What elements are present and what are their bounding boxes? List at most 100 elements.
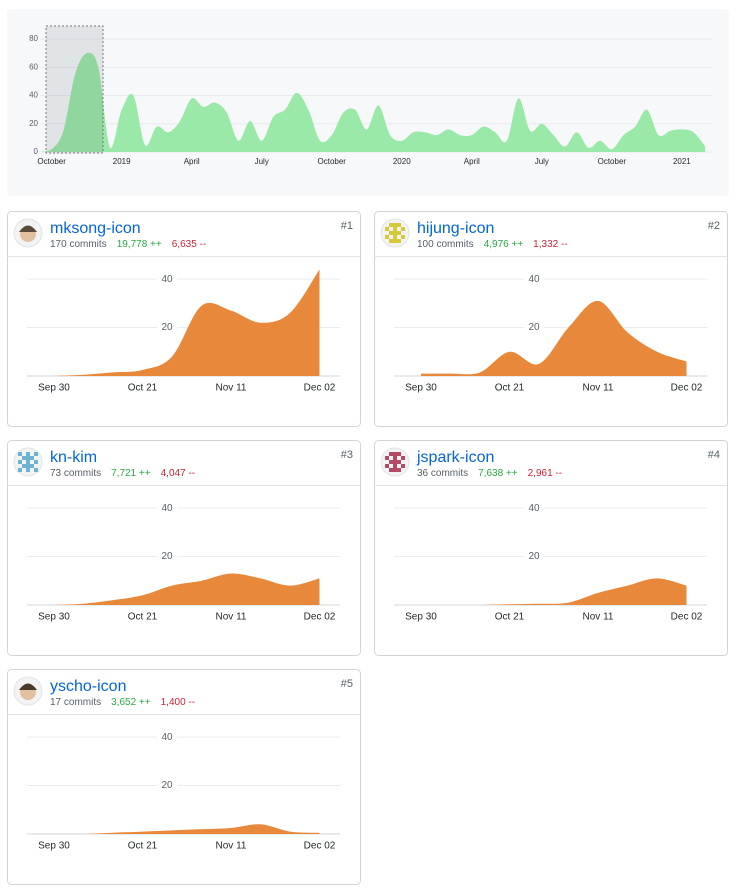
avatar-pixel — [397, 223, 401, 227]
deletions: 4,047 -- — [161, 468, 195, 479]
x-tick-label: July — [255, 157, 269, 166]
commits: 170 commits — [50, 239, 107, 250]
y-tick-label: 40 — [161, 503, 173, 514]
avatar-pixel — [401, 464, 405, 468]
x-tick-label: Sep 30 — [38, 383, 70, 394]
y-tick-label: 40 — [161, 274, 173, 285]
x-tick-label: Sep 30 — [405, 612, 437, 623]
y-tick-label: 40 — [528, 274, 540, 285]
additions: 19,778 ++ — [117, 239, 162, 250]
x-tick-label: October — [318, 157, 347, 166]
tick-label-bg — [157, 730, 177, 745]
y-tick-label: 40 — [161, 732, 173, 743]
avatar-pixel — [401, 235, 405, 239]
commits: 17 commits — [50, 697, 101, 708]
avatar-pixel — [393, 468, 397, 472]
x-tick-label: Oct 21 — [128, 383, 158, 394]
x-tick-label: October — [37, 157, 66, 166]
x-tick-label: 2020 — [393, 157, 411, 166]
avatar-pixel — [34, 452, 38, 456]
contributor-name[interactable]: hijung-icon — [417, 220, 494, 237]
tick-label-bg — [157, 778, 177, 793]
area — [54, 573, 320, 605]
tick-label-bg — [524, 272, 544, 287]
avatar-pixel — [393, 464, 397, 468]
avatar-pixel — [389, 460, 393, 464]
deletions: 6,635 -- — [172, 239, 206, 250]
contributor-meta: 73 commits 7,721 ++ 4,047 -- — [50, 468, 195, 479]
deletions: 2,961 -- — [528, 468, 562, 479]
rank: #5 — [341, 678, 353, 690]
avatar-pixel — [30, 456, 34, 460]
commits: 73 commits — [50, 468, 101, 479]
x-tick-label: Nov 11 — [216, 383, 247, 394]
y-tick-label: 80 — [29, 34, 38, 43]
x-tick-label: Oct 21 — [495, 612, 525, 623]
avatar-pixel — [22, 464, 26, 468]
contributor-card: kn-kim 73 commits 7,721 ++ 4,047 -- #3 20 40 Se… — [7, 440, 361, 656]
commits: 36 commits — [417, 468, 468, 479]
x-tick-label: Dec 02 — [304, 841, 336, 852]
avatar-pixel — [26, 456, 30, 460]
rank: #2 — [708, 220, 720, 232]
contributor-name[interactable]: kn-kim — [50, 449, 97, 466]
overview: 0 20 40 60 80 October 2019 April July October 2020… — [7, 9, 729, 196]
tick-label-bg — [157, 501, 177, 516]
contributor-card: hijung-icon 100 commits 4,976 ++ 1,332 -- #2… — [374, 211, 728, 427]
avatar-pixel — [393, 227, 397, 231]
avatar-pixel — [401, 456, 405, 460]
x-tick-label: April — [184, 157, 200, 166]
x-tick-label: Dec 02 — [671, 383, 703, 394]
contributor-name[interactable]: yscho-icon — [50, 678, 126, 695]
x-tick-label: Oct 21 — [128, 841, 158, 852]
avatar-pixel — [393, 456, 397, 460]
additions: 7,638 ++ — [478, 468, 518, 479]
area — [40, 52, 706, 152]
avatar-pixel — [34, 468, 38, 472]
avatar-pixel — [385, 456, 389, 460]
rank: #4 — [708, 449, 720, 461]
tick-label-bg — [157, 320, 177, 335]
tick-label-bg — [524, 320, 544, 335]
avatar-pixel — [393, 239, 397, 243]
avatar-pixel — [26, 464, 30, 468]
contributor-meta: 100 commits 4,976 ++ 1,332 -- — [417, 239, 568, 250]
y-tick-label: 20 — [161, 322, 173, 333]
area — [421, 578, 687, 605]
contributor-meta: 17 commits 3,652 ++ 1,400 -- — [50, 697, 195, 708]
x-tick-label: October — [598, 157, 627, 166]
deletions: 1,332 -- — [533, 239, 567, 250]
y-tick-label: 20 — [161, 780, 173, 791]
avatar-pixel — [401, 227, 405, 231]
y-tick-label: 20 — [528, 322, 540, 333]
avatar-pixel — [385, 235, 389, 239]
y-tick-label: 20 — [29, 119, 38, 128]
tick-label-bg — [157, 272, 177, 287]
x-tick-label: April — [464, 157, 480, 166]
contributor-meta: 170 commits 19,778 ++ 6,635 -- — [50, 239, 206, 250]
x-tick-label: Dec 02 — [304, 612, 336, 623]
rank: #3 — [341, 449, 353, 461]
y-tick-label: 0 — [34, 147, 39, 156]
x-tick-label: Nov 11 — [583, 612, 614, 623]
avatar-pixel — [34, 460, 38, 464]
contributor-name[interactable]: jspark-icon — [416, 449, 494, 466]
x-tick-label: Sep 30 — [405, 383, 437, 394]
avatar-pixel — [18, 460, 22, 464]
overview-panel — [7, 9, 729, 196]
contributor-name[interactable]: mksong-icon — [50, 220, 141, 237]
avatar-pixel — [389, 452, 393, 456]
area — [54, 269, 320, 376]
avatar-pixel — [385, 227, 389, 231]
x-tick-label: Nov 11 — [583, 383, 614, 394]
avatar-pixel — [26, 452, 30, 456]
additions: 7,721 ++ — [111, 468, 151, 479]
avatar-pixel — [393, 452, 397, 456]
tick-label-bg — [524, 501, 544, 516]
avatar-pixel — [385, 464, 389, 468]
y-tick-label: 20 — [528, 551, 540, 562]
avatar-pixel — [389, 239, 393, 243]
avatar-hair — [19, 225, 37, 232]
